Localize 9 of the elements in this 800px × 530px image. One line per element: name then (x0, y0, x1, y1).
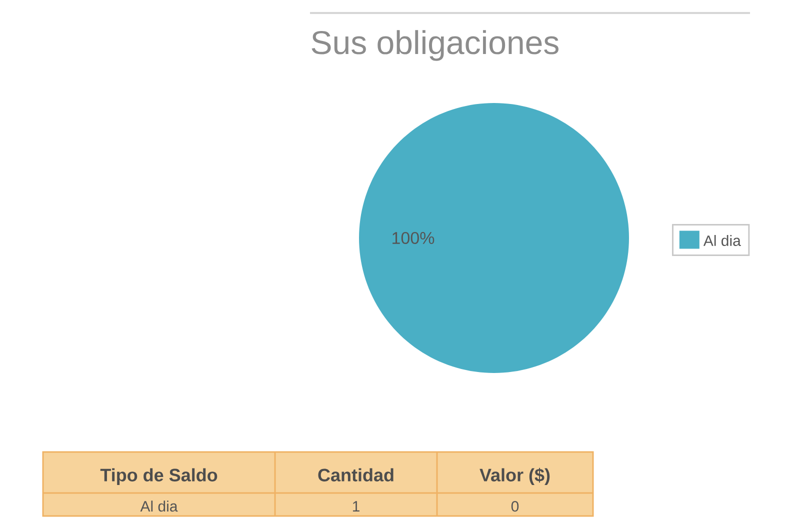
chart-title: Sus obligaciones (312, 30, 558, 61)
series-label: Cantidad (318, 468, 394, 482)
text: Valor ($) (480, 468, 550, 486)
legend-label: Al dia (703, 235, 741, 246)
category-label: Al dia (140, 500, 178, 512)
data-label: 100% (392, 232, 434, 244)
data-label: 0 (511, 501, 519, 512)
text: Tipo de Saldo (100, 468, 218, 486)
data-label: 1 (352, 501, 360, 512)
